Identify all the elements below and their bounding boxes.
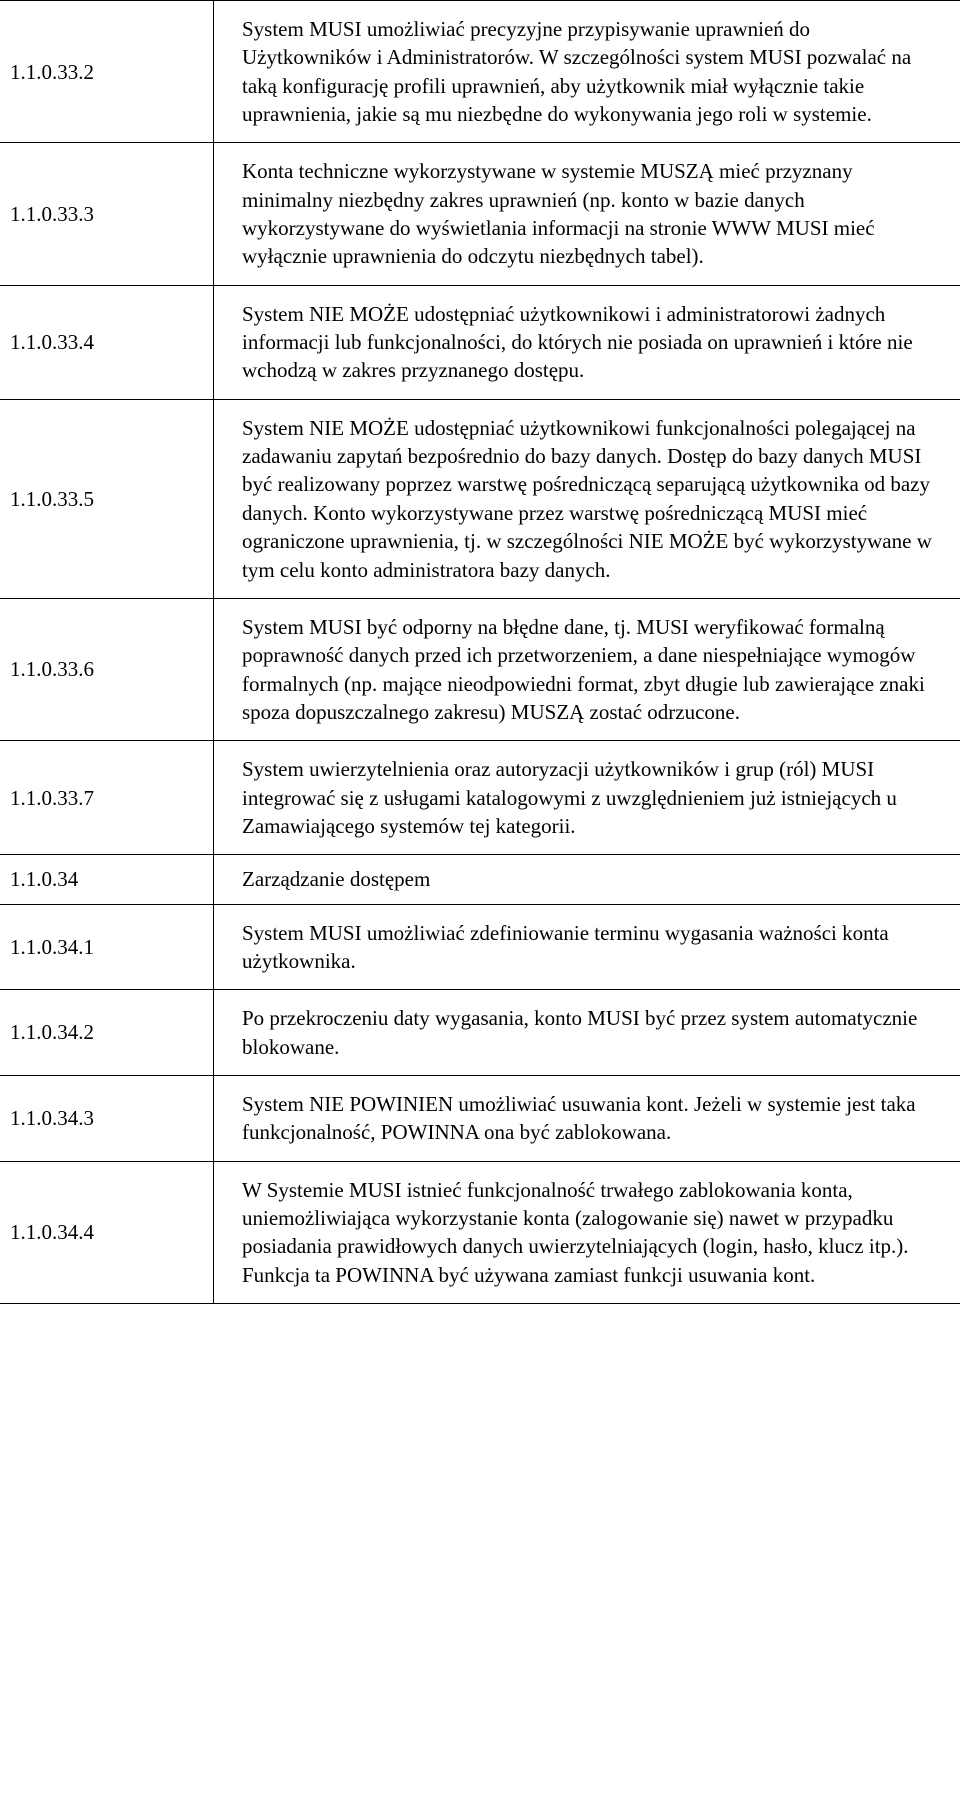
requirement-description: System NIE MOŻE udostępniać użytkownikow… <box>214 399 960 598</box>
table-row: 1.1.0.34Zarządzanie dostępem <box>0 855 960 904</box>
requirement-id: 1.1.0.34.4 <box>0 1161 214 1303</box>
table-row: 1.1.0.34.1System MUSI umożliwiać zdefini… <box>0 904 960 990</box>
requirement-description: System MUSI umożliwiać zdefiniowanie ter… <box>214 904 960 990</box>
requirement-description: Po przekroczeniu daty wygasania, konto M… <box>214 990 960 1076</box>
table-row: 1.1.0.33.5System NIE MOŻE udostępniać uż… <box>0 399 960 598</box>
requirement-id: 1.1.0.34.1 <box>0 904 214 990</box>
requirement-id: 1.1.0.33.7 <box>0 741 214 855</box>
requirement-id: 1.1.0.33.3 <box>0 143 214 285</box>
table-row: 1.1.0.34.2Po przekroczeniu daty wygasani… <box>0 990 960 1076</box>
requirement-id: 1.1.0.34.3 <box>0 1075 214 1161</box>
table-row: 1.1.0.33.6System MUSI być odporny na błę… <box>0 598 960 740</box>
requirements-table: 1.1.0.33.2System MUSI umożliwiać precyzy… <box>0 0 960 1304</box>
requirement-id: 1.1.0.33.5 <box>0 399 214 598</box>
table-row: 1.1.0.33.2System MUSI umożliwiać precyzy… <box>0 1 960 143</box>
requirement-id: 1.1.0.33.4 <box>0 285 214 399</box>
table-row: 1.1.0.33.4System NIE MOŻE udostępniać uż… <box>0 285 960 399</box>
requirement-description: Zarządzanie dostępem <box>214 855 960 904</box>
requirements-tbody: 1.1.0.33.2System MUSI umożliwiać precyzy… <box>0 1 960 1304</box>
requirement-id: 1.1.0.33.6 <box>0 598 214 740</box>
requirement-description: System NIE MOŻE udostępniać użytkownikow… <box>214 285 960 399</box>
table-row: 1.1.0.34.4W Systemie MUSI istnieć funkcj… <box>0 1161 960 1303</box>
requirement-id: 1.1.0.34.2 <box>0 990 214 1076</box>
requirements-page: 1.1.0.33.2System MUSI umożliwiać precyzy… <box>0 0 960 1304</box>
requirement-id: 1.1.0.33.2 <box>0 1 214 143</box>
table-row: 1.1.0.33.3Konta techniczne wykorzystywan… <box>0 143 960 285</box>
requirement-description: W Systemie MUSI istnieć funkcjonalność t… <box>214 1161 960 1303</box>
requirement-id: 1.1.0.34 <box>0 855 214 904</box>
requirement-description: Konta techniczne wykorzystywane w system… <box>214 143 960 285</box>
requirement-description: System MUSI umożliwiać precyzyjne przypi… <box>214 1 960 143</box>
table-row: 1.1.0.34.3System NIE POWINIEN umożliwiać… <box>0 1075 960 1161</box>
requirement-description: System uwierzytelnienia oraz autoryzacji… <box>214 741 960 855</box>
requirement-description: System MUSI być odporny na błędne dane, … <box>214 598 960 740</box>
requirement-description: System NIE POWINIEN umożliwiać usuwania … <box>214 1075 960 1161</box>
table-row: 1.1.0.33.7System uwierzytelnienia oraz a… <box>0 741 960 855</box>
